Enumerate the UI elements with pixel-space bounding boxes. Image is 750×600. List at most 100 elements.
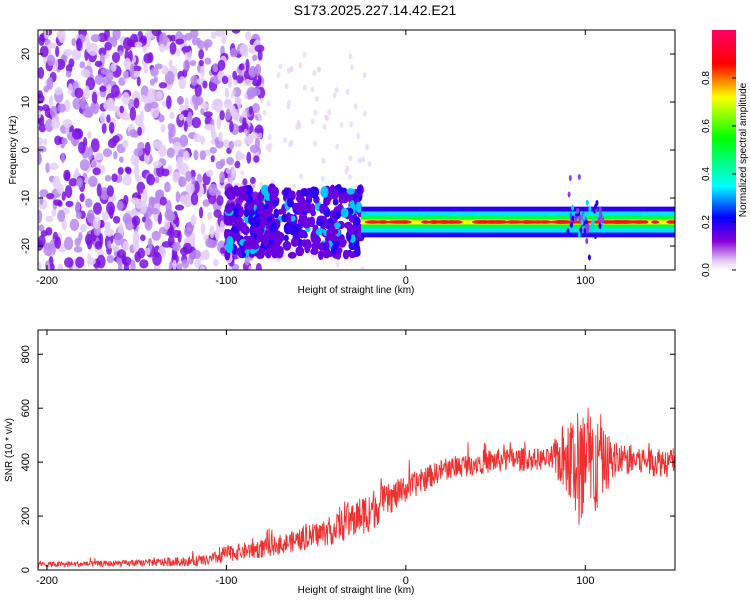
heatmap-cell (210, 155, 215, 163)
heatmap-cell (331, 228, 339, 235)
y-tick-label: 200 (20, 507, 32, 525)
heatmap-cell (170, 123, 176, 138)
heatmap-cell (88, 175, 98, 188)
heatmap-cell (571, 204, 575, 211)
heatmap-cell (151, 30, 162, 37)
heatmap-cell (289, 190, 296, 200)
heatmap-cell (47, 42, 57, 49)
heatmap-cell (440, 220, 451, 224)
colorbar-label: Normalized spectral amplitude (738, 82, 749, 217)
heatmap-cell (598, 206, 602, 213)
heatmap-cell (65, 70, 72, 78)
heatmap-cell (296, 189, 302, 198)
heatmap-cell (134, 41, 143, 48)
heatmap-cell (265, 247, 272, 258)
heatmap-cell (57, 103, 66, 113)
heatmap-cell (43, 243, 53, 250)
heatmap-cell (65, 122, 70, 135)
heatmap-cell (579, 226, 583, 233)
heatmap-cell (200, 102, 209, 110)
heatmap-cell (204, 123, 214, 131)
heatmap-cell (130, 197, 140, 205)
heatmap-cell (38, 93, 45, 104)
heatmap-cell (225, 167, 230, 174)
heatmap-cell (140, 94, 147, 103)
heatmap-cell (348, 251, 357, 259)
top-y-axis-label: Frequency (Hz) (8, 116, 19, 185)
heatmap-cell (224, 87, 230, 99)
heatmap-cell (90, 34, 101, 43)
heatmap-cell (276, 72, 281, 79)
heatmap-cell (233, 139, 243, 148)
heatmap-cell (182, 242, 192, 254)
heatmap-cell (295, 246, 305, 257)
heatmap-cell (311, 241, 320, 251)
heatmap-cell (348, 53, 353, 60)
heatmap-cell (588, 206, 592, 213)
heatmap-cell (178, 114, 185, 121)
heatmap-cell (176, 262, 183, 270)
heatmap-cell (210, 31, 217, 40)
heatmap-cell (345, 88, 350, 95)
heatmap-cell (145, 247, 151, 256)
heatmap-cell (111, 51, 121, 63)
heatmap-cell (143, 53, 152, 64)
heatmap-cell (117, 167, 124, 175)
heatmap-cell (299, 189, 309, 197)
heatmap-cell (312, 70, 317, 77)
heatmap-cell (38, 34, 45, 46)
heatmap-cell (251, 132, 259, 139)
heatmap-cell (65, 200, 74, 208)
heatmap-cell (249, 144, 259, 154)
heatmap-cell (39, 195, 44, 206)
heatmap-cell (94, 60, 103, 67)
heatmap-cell (154, 190, 163, 199)
heatmap-cell (117, 261, 123, 270)
heatmap-cell (246, 134, 254, 145)
heatmap-cell (273, 246, 280, 254)
heatmap-cell (193, 149, 199, 161)
heatmap-cell (261, 208, 270, 219)
heatmap-cell (327, 109, 332, 116)
heatmap-cell (346, 188, 355, 195)
heatmap-cell (169, 111, 175, 120)
y-tick-label: 0 (20, 147, 32, 153)
heatmap-cell (45, 162, 50, 174)
heatmap-cell (347, 174, 352, 181)
heatmap-cell (586, 223, 590, 230)
heatmap-cell (137, 247, 146, 259)
heatmap-cell (568, 174, 572, 181)
heatmap-cell (71, 37, 77, 47)
heatmap-cell (299, 173, 304, 180)
heatmap-cell (74, 168, 79, 179)
heatmap-cell (223, 99, 233, 109)
bottom-x-ticks: -200 -100 0 100 (36, 330, 594, 587)
heatmap-cell (93, 202, 102, 215)
heatmap-cell (421, 220, 430, 224)
heatmap-cell (220, 247, 226, 254)
heatmap-cell (219, 158, 226, 167)
heatmap-cell (94, 240, 103, 250)
heatmap-cell (116, 200, 124, 211)
heatmap-cell (105, 69, 114, 82)
colorbar: 0.0 0.2 0.4 0.6 0.8 Normalized spectral ampl… (701, 30, 749, 277)
heatmap-cell (104, 41, 113, 51)
heatmap-cell (107, 83, 112, 94)
heatmap-cell (309, 203, 316, 214)
heatmap-cell (140, 35, 147, 44)
colorbar-tick-label: 0.2 (701, 215, 712, 229)
heatmap-cell (386, 220, 408, 224)
heatmap-cell (349, 121, 354, 128)
heatmap-cell (112, 30, 121, 40)
heatmap-cell (267, 183, 277, 195)
heatmap-cell (61, 191, 66, 201)
heatmap-cell (566, 228, 570, 235)
heatmap-cell (121, 92, 130, 106)
heatmap-cell (356, 133, 361, 140)
heatmap-cell (298, 62, 303, 69)
heatmap-cell (98, 47, 107, 56)
heatmap-cell (536, 220, 553, 224)
heatmap-cell (75, 256, 85, 269)
heatmap-cell (355, 248, 361, 257)
